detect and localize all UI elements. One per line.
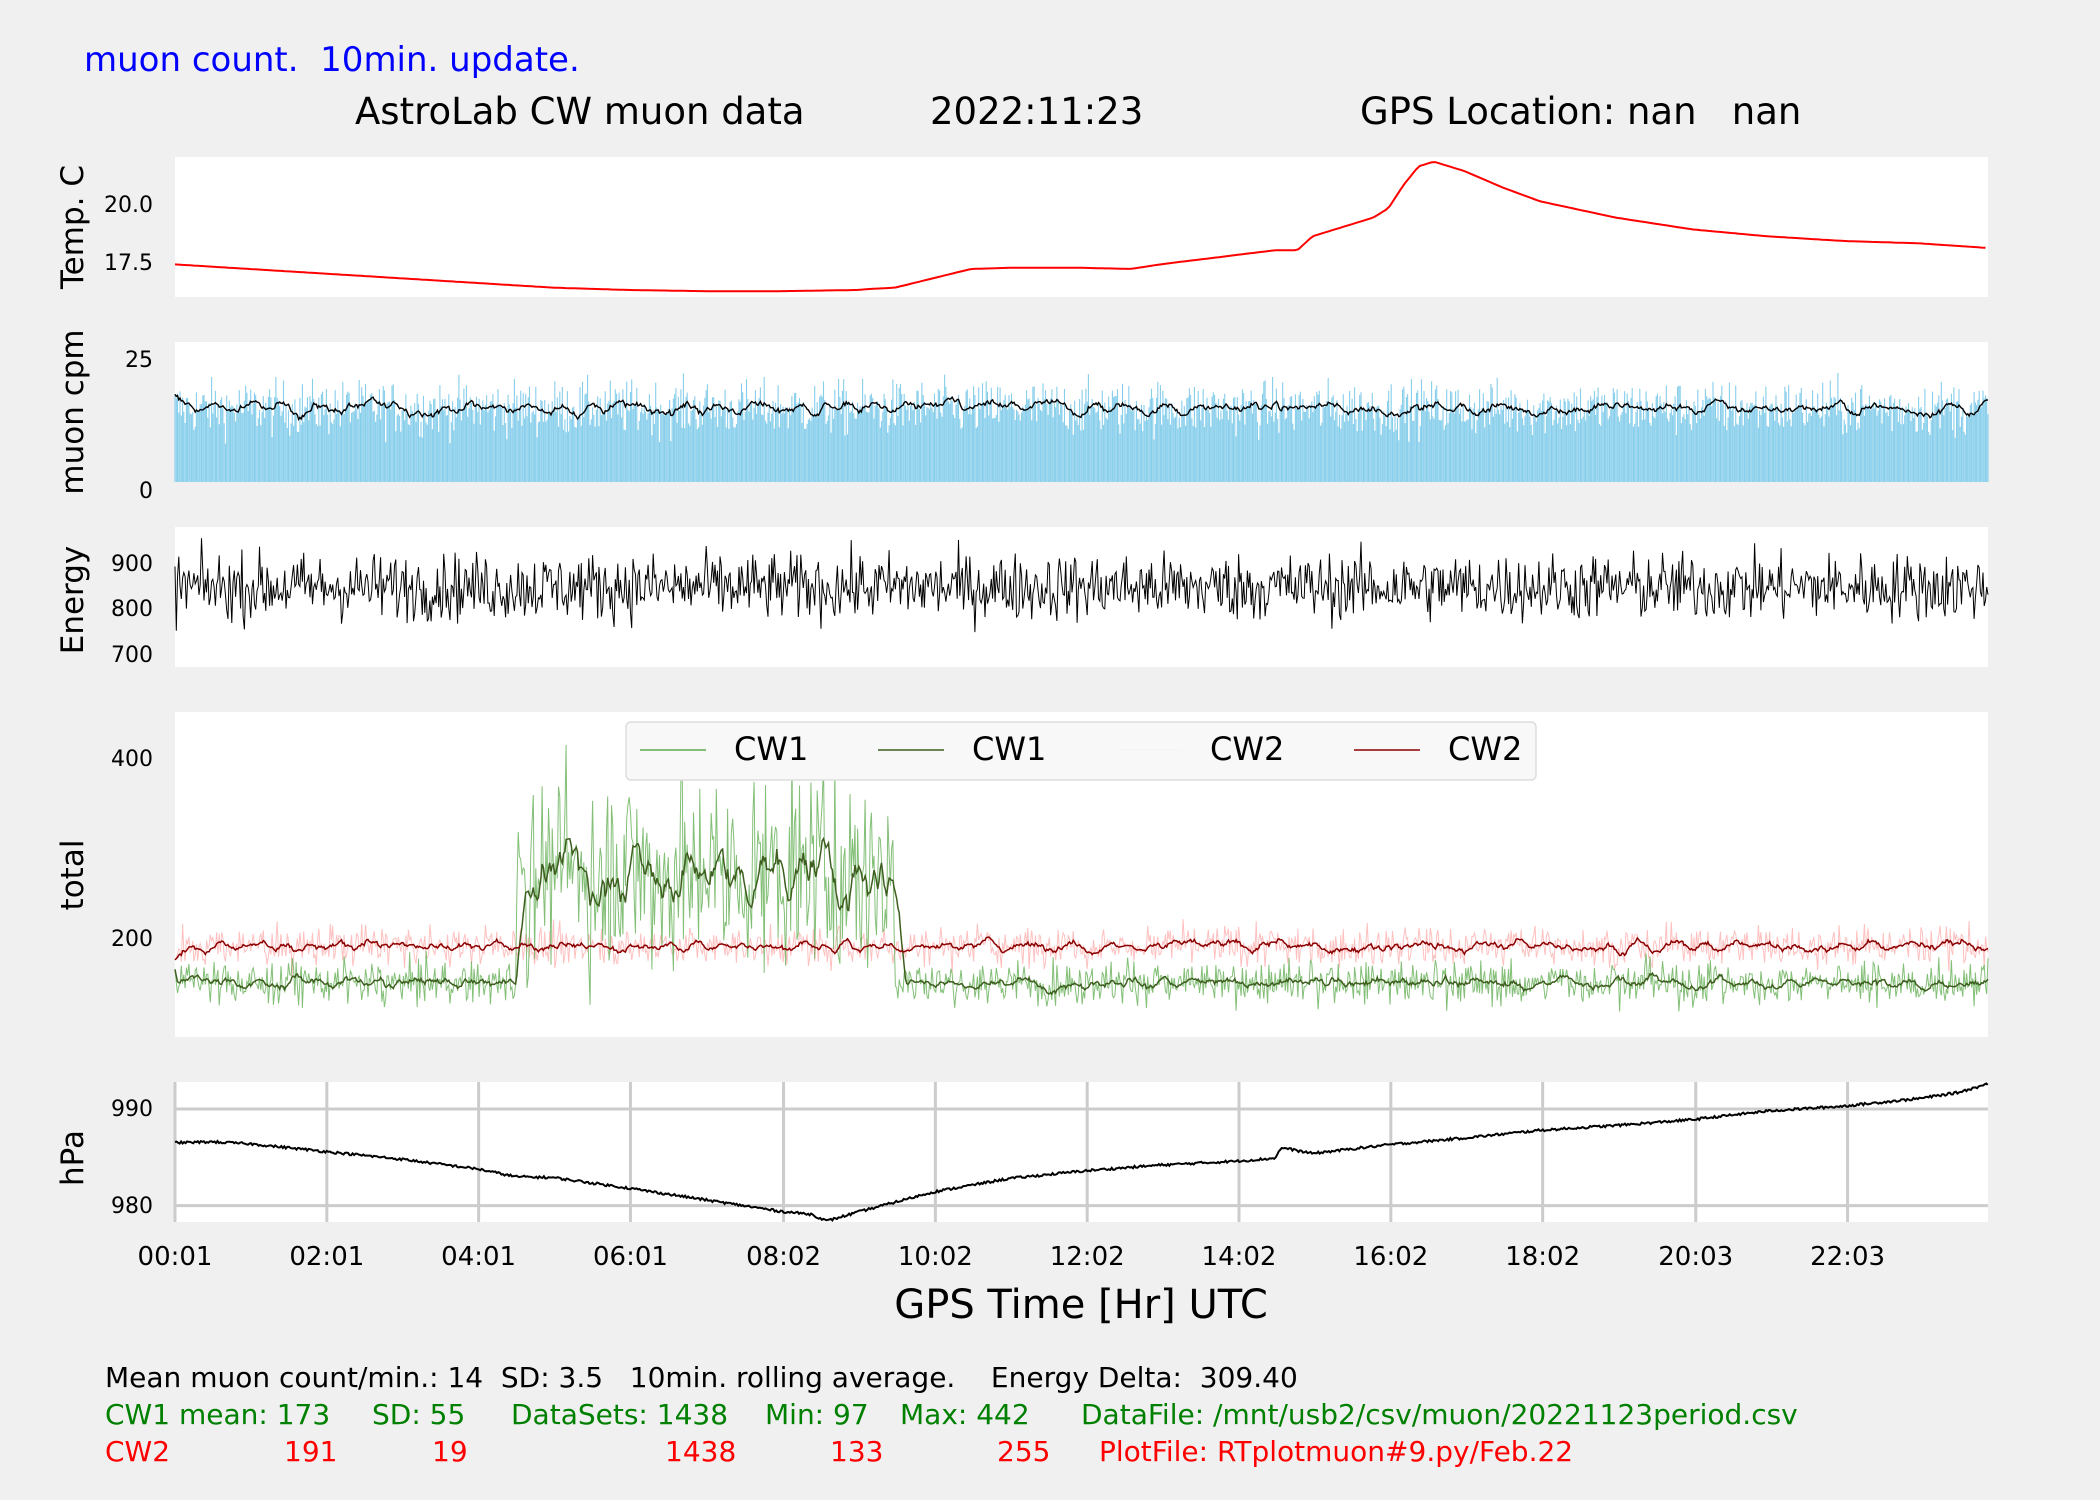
cw2-mean: 191: [284, 1435, 338, 1468]
panel-pressure: [175, 1082, 1988, 1222]
ytick-pressure-980: 980: [111, 1194, 153, 1219]
ylabel-temperature: Temp. C: [55, 165, 91, 290]
ylabel-total: total: [55, 840, 91, 911]
x-axis-label: GPS Time [Hr] UTC: [894, 1282, 1268, 1328]
cw2-plotfile: PlotFile: RTplotmuon#9.py/Feb.22: [1099, 1435, 1574, 1468]
xtick-14:02: 14:02: [1202, 1242, 1277, 1272]
ytick-total-400: 400: [111, 747, 153, 772]
ytick-temperature-20.0: 20.0: [104, 193, 153, 218]
xtick-18:02: 18:02: [1505, 1242, 1580, 1272]
legend-label-0: CW1: [734, 730, 808, 768]
xtick-00:01: 00:01: [138, 1242, 213, 1272]
xtick-08:02: 08:02: [746, 1242, 821, 1272]
temperature-series: [174, 161, 1986, 293]
panel-temperature: [175, 157, 1988, 297]
cw1-datafile: DataFile: /mnt/usb2/csv/muon/20221123per…: [1081, 1398, 1798, 1431]
ytick-muon-25: 25: [125, 348, 153, 373]
update-note: muon count. 10min. update.: [84, 40, 580, 80]
ytick-energy-800: 800: [111, 597, 153, 622]
ytick-total-200: 200: [111, 927, 153, 952]
cw1-average-series: [174, 836, 1989, 996]
muon-average-line: [174, 393, 1989, 422]
pressure-series: [174, 1082, 1989, 1223]
ylabel-muon: muon cpm: [55, 329, 91, 494]
cw1-min: Min: 97: [765, 1398, 869, 1431]
cw2-datasets: 1438: [665, 1435, 737, 1468]
chart-date: 2022:11:23: [930, 90, 1144, 133]
xtick-10:02: 10:02: [898, 1242, 973, 1272]
gps-location: GPS Location: nan nan: [1360, 90, 1802, 133]
muon-bars: [174, 372, 1989, 482]
stats-muon-line: Mean muon count/min.: 14 SD: 3.5 10min. …: [105, 1361, 1298, 1394]
xtick-16:02: 16:02: [1353, 1242, 1428, 1272]
legend-label-1: CW1: [972, 730, 1046, 768]
ylabel-pressure: hPa: [55, 1130, 91, 1186]
xtick-22:03: 22:03: [1810, 1242, 1885, 1272]
cw2-min: 133: [830, 1435, 884, 1468]
cw1-sd: SD: 55: [372, 1398, 466, 1431]
cw1-raw-series: [174, 744, 1989, 1012]
chart-title: AstroLab CW muon data: [355, 90, 805, 133]
ytick-pressure-990: 990: [111, 1097, 153, 1122]
cw2-sd: 19: [432, 1435, 468, 1468]
ylabel-energy: Energy: [55, 546, 91, 655]
panel-energy: [175, 527, 1988, 667]
legend: CW1 CW1 CW2 CW2: [625, 721, 1537, 781]
ytick-temperature-17.5: 17.5: [104, 251, 153, 276]
xtick-06:01: 06:01: [593, 1242, 668, 1272]
ytick-muon-0: 0: [139, 479, 153, 504]
xtick-12:02: 12:02: [1050, 1242, 1125, 1272]
cw1-mean: CW1 mean: 173: [105, 1398, 331, 1431]
energy-series: [174, 538, 1989, 633]
ytick-energy-700: 700: [111, 643, 153, 668]
legend-label-3: CW2: [1448, 730, 1522, 768]
cw2-max: 255: [997, 1435, 1051, 1468]
panel-muon: [175, 342, 1988, 482]
cw2-raw-series: [174, 919, 1989, 976]
ytick-energy-900: 900: [111, 552, 153, 577]
cw1-max: Max: 442: [900, 1398, 1030, 1431]
xtick-20:03: 20:03: [1658, 1242, 1733, 1272]
xtick-02:01: 02:01: [289, 1242, 364, 1272]
cw2-average-series: [174, 936, 1989, 961]
xtick-04:01: 04:01: [441, 1242, 516, 1272]
cw1-datasets: DataSets: 1438: [511, 1398, 729, 1431]
cw2-label: CW2: [105, 1435, 171, 1468]
legend-box: [625, 721, 1537, 781]
legend-label-2: CW2: [1210, 730, 1284, 768]
